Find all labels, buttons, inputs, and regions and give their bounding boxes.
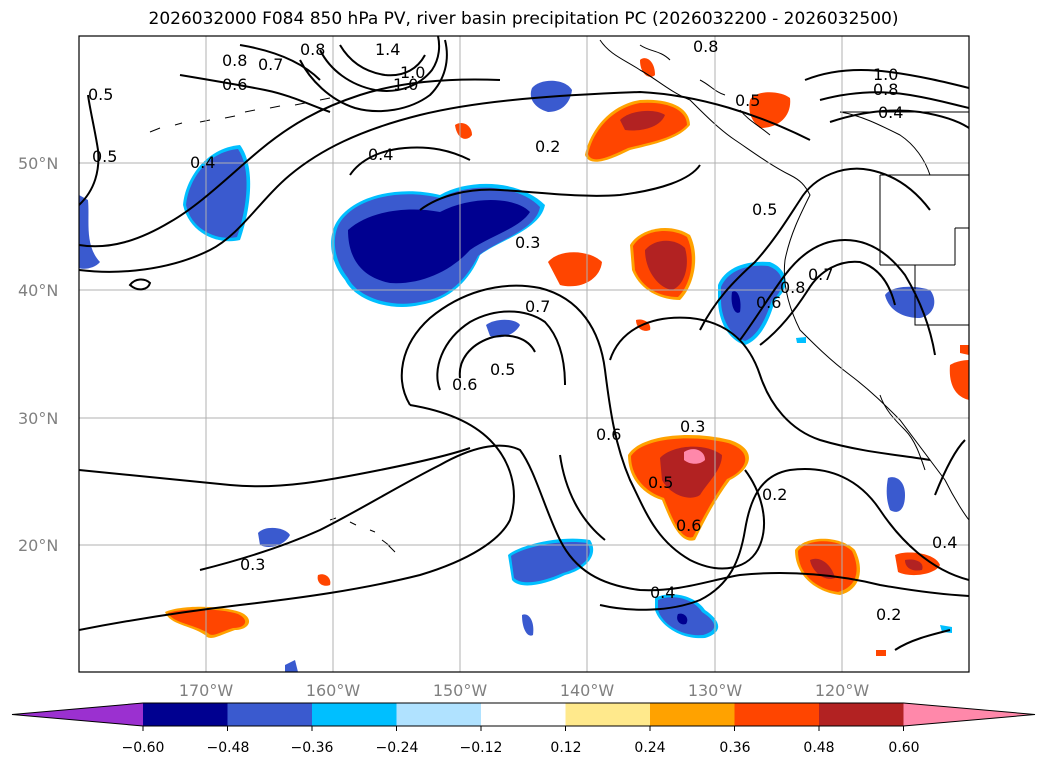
colorbar-tick-label: −0.48 [207, 740, 250, 756]
contour-label: 1.0 [873, 65, 898, 84]
colorbar-extend-high [903, 703, 1035, 726]
colorbar-tick-label: 0.60 [888, 740, 919, 756]
colorbar-segment [565, 703, 651, 726]
contour-label: 0.4 [932, 533, 957, 552]
coastlines [149, 39, 969, 553]
contour-label: 0.5 [752, 200, 777, 219]
contour-labels: 0.8 1.4 0.7 1.0 0.6 0.4 0.5 0.2 0.3 0.7 … [88, 37, 957, 624]
colorbar-segment [143, 703, 228, 726]
colorbar-segment [481, 703, 566, 726]
map-title: 2026032000 F084 850 hPa PV, river basin … [148, 9, 899, 29]
colorbar-tick-label: −0.12 [460, 740, 503, 756]
contour-label: 0.2 [876, 605, 901, 624]
colorbar-tick-label: −0.60 [122, 740, 165, 756]
contour-label: 0.5 [735, 91, 760, 110]
contour-label: 0.3 [515, 233, 540, 252]
colorbar-segment [650, 703, 735, 726]
colorbar-tick-label: −0.36 [291, 740, 334, 756]
contour-label: 0.6 [596, 425, 621, 444]
colorbar-tick-label: 0.48 [803, 740, 834, 756]
contour-label: 0.2 [535, 137, 560, 156]
colorbar [11, 702, 1036, 731]
contour-label: 0.6 [452, 375, 477, 394]
lat-label: 30°N [18, 409, 58, 428]
lon-label: 160°W [306, 681, 361, 700]
pv-contours [79, 36, 969, 651]
lon-label: 170°W [179, 681, 234, 700]
contour-label: 0.5 [92, 147, 117, 166]
contour-label: 0.3 [240, 555, 265, 574]
contour-label: 0.5 [490, 360, 515, 379]
contour-label: 0.5 [648, 473, 673, 492]
lon-label: 120°W [815, 681, 870, 700]
contour-label: 0.8 [300, 40, 325, 59]
contour-label: 0.2 [762, 485, 787, 504]
lat-label: 40°N [18, 281, 58, 300]
colorbar-tick-label: 0.24 [634, 740, 665, 756]
colorbar-segment [734, 703, 820, 726]
contour-label: 1.0 [400, 63, 425, 82]
contour-label: 0.8 [873, 80, 898, 99]
colorbar-tick-label: 0.12 [550, 740, 581, 756]
contour-label: 0.8 [693, 37, 718, 56]
precip-shading [79, 58, 969, 672]
lon-label: 130°W [688, 681, 743, 700]
contour-label: 0.4 [878, 103, 903, 122]
contour-label: 0.4 [190, 153, 215, 172]
map-frame [78, 35, 970, 673]
lat-label: 20°N [18, 536, 58, 555]
contour-label: 0.8 [222, 51, 247, 70]
contour-label: 0.6 [222, 75, 247, 94]
colorbar-segment [227, 703, 313, 726]
contour-label: 0.3 [680, 417, 705, 436]
contour-label: 0.7 [525, 297, 550, 316]
colorbar-segment [396, 703, 482, 726]
colorbar-tick-label: 0.36 [719, 740, 750, 756]
lon-label: 150°W [433, 681, 488, 700]
colorbar-extend-low [12, 703, 143, 726]
lat-label: 50°N [18, 154, 58, 173]
contour-label: 0.4 [650, 583, 675, 602]
lat-labels: 50°N 40°N 30°N 20°N [18, 154, 58, 555]
lon-label: 140°W [560, 681, 615, 700]
contour-label: 1.0 [393, 75, 418, 94]
colorbar-segment [819, 703, 904, 726]
contour-label: 0.5 [88, 85, 113, 104]
contour-label: 1.4 [375, 40, 400, 59]
contour-label: 0.7 [808, 265, 833, 284]
contour-label: 0.4 [368, 145, 393, 164]
contour-label: 0.8 [780, 278, 805, 297]
colorbar-segment [312, 703, 397, 726]
colorbar-tick-labels: −0.60 −0.48 −0.36 −0.24 −0.12 0.12 0.24 … [122, 740, 920, 756]
contour-label: 0.7 [258, 55, 283, 74]
contour-label: 0.6 [676, 516, 701, 535]
gridlines [79, 36, 969, 672]
colorbar-tick-label: −0.24 [376, 740, 419, 756]
contour-label: 0.6 [756, 293, 781, 312]
lon-labels: 170°W 160°W 150°W 140°W 130°W 120°W [179, 681, 870, 700]
